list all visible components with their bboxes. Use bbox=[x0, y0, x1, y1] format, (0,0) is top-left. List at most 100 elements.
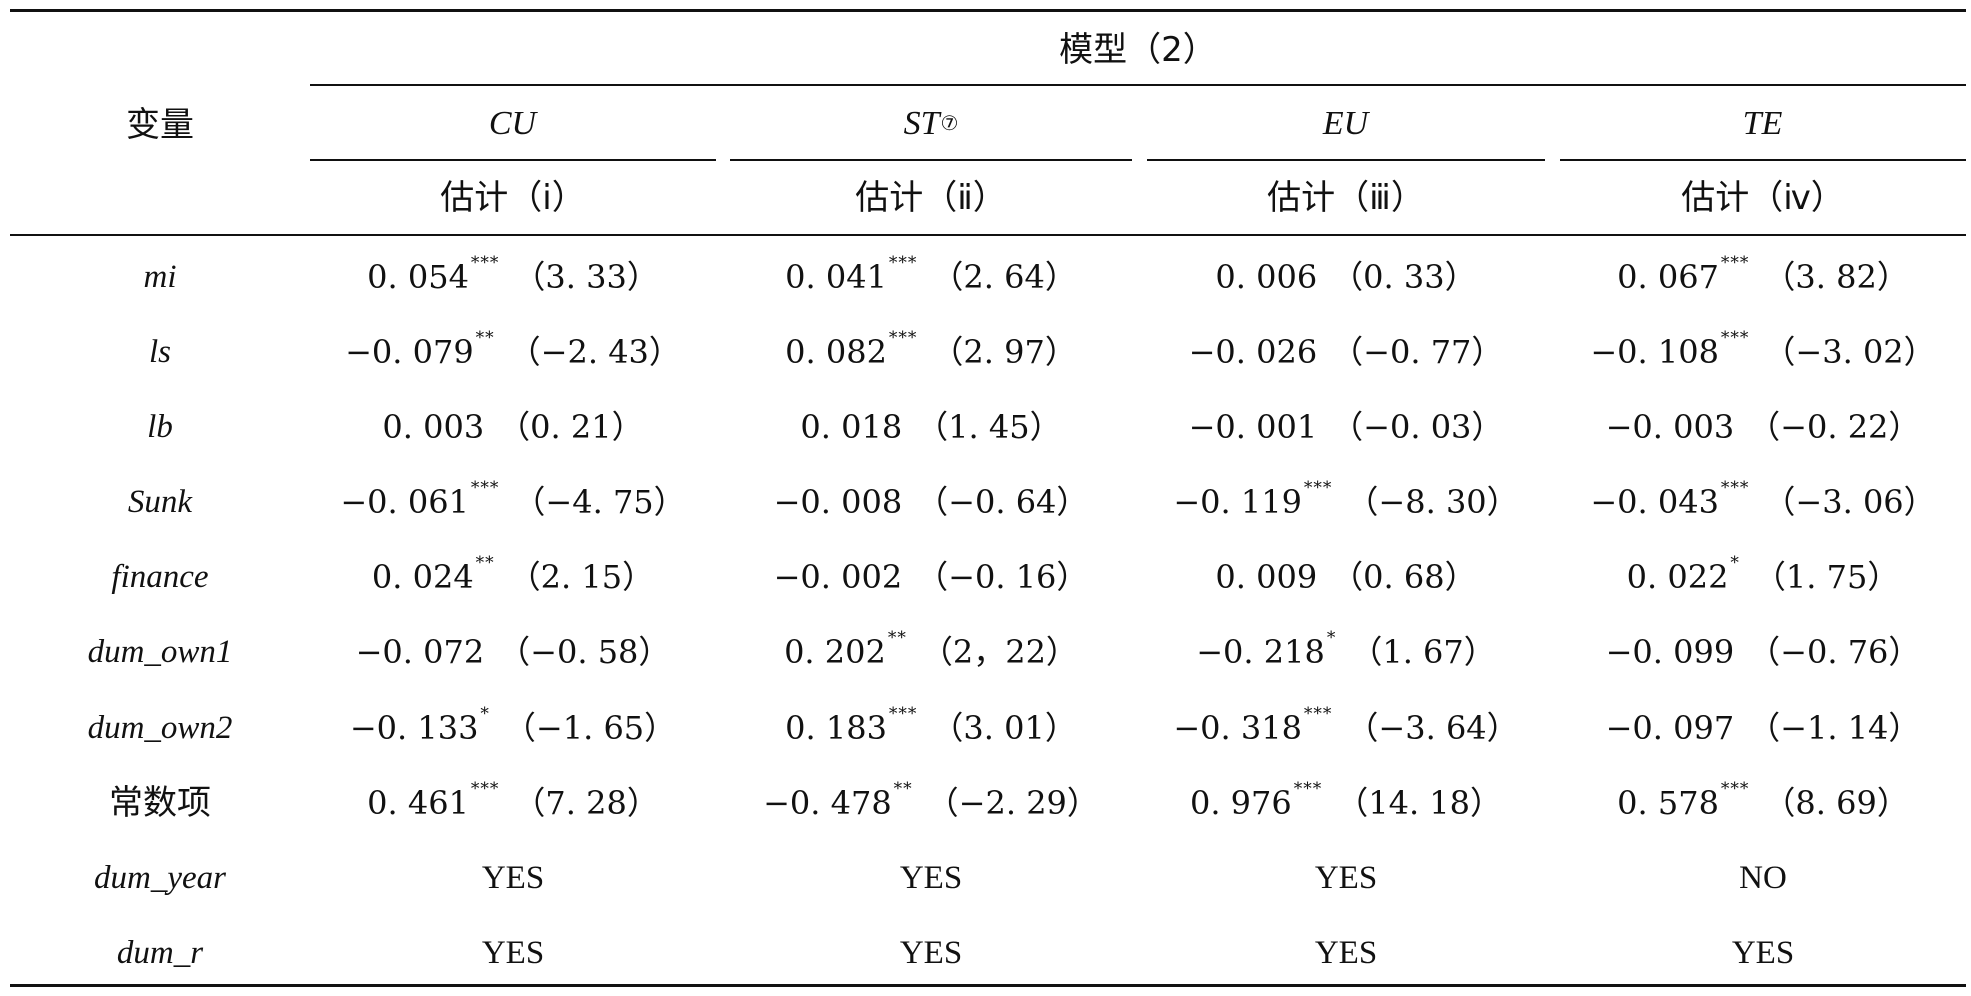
significance-stars: *** bbox=[888, 252, 918, 273]
significance-stars: *** bbox=[1720, 778, 1750, 799]
t-statistic: （−1. 14） bbox=[1748, 709, 1921, 747]
coefficient: −0. 108 bbox=[1590, 333, 1719, 371]
stub-header: 变量 bbox=[126, 105, 194, 145]
table-cell: 0. 003 （0. 21） bbox=[310, 405, 716, 449]
table-cell: −0. 003 （−0. 22） bbox=[1560, 405, 1966, 449]
significance-stars: ** bbox=[475, 327, 495, 348]
t-statistic: （−4. 75） bbox=[513, 483, 686, 521]
estimate-label-iii: 估计（ⅲ） bbox=[1267, 178, 1425, 218]
row-label: finance bbox=[111, 558, 209, 595]
t-statistic: （7. 28） bbox=[513, 784, 659, 822]
t-statistic: （−3. 64） bbox=[1346, 709, 1519, 747]
t-statistic: （−3. 06） bbox=[1763, 483, 1936, 521]
t-statistic: （1. 75） bbox=[1753, 558, 1900, 596]
coefficient: 0. 003 bbox=[382, 408, 485, 446]
row-label: Sunk bbox=[127, 483, 193, 520]
table-top-rule bbox=[10, 9, 1966, 12]
significance-stars: * bbox=[1326, 627, 1337, 648]
coefficient: −0. 218 bbox=[1196, 633, 1325, 671]
t-statistic: （−0. 76） bbox=[1748, 633, 1921, 671]
coefficient: −0. 008 bbox=[773, 483, 903, 521]
coefficient: 0. 009 bbox=[1215, 558, 1318, 596]
coefficient: −0. 133 bbox=[349, 709, 479, 747]
t-statistic: （0. 21） bbox=[498, 408, 644, 446]
model-rule bbox=[310, 84, 1966, 86]
coefficient: −0. 097 bbox=[1605, 709, 1735, 747]
table-cell: YES bbox=[481, 859, 545, 896]
significance-stars: * bbox=[480, 703, 490, 724]
t-statistic: （8. 69） bbox=[1763, 784, 1909, 822]
significance-stars: *** bbox=[1720, 477, 1750, 498]
t-statistic: （−1. 65） bbox=[503, 709, 677, 747]
significance-stars: *** bbox=[888, 703, 918, 724]
table-cell: NO bbox=[1739, 859, 1787, 896]
t-statistic: （2. 64） bbox=[931, 258, 1077, 296]
table-cell: −0. 108 *** （−3. 02） bbox=[1560, 327, 1966, 374]
significance-stars: *** bbox=[888, 327, 918, 348]
t-statistic: （14. 18） bbox=[1336, 784, 1503, 822]
t-statistic: （−0. 64） bbox=[916, 483, 1089, 521]
table-cell: YES bbox=[899, 859, 963, 896]
t-statistic: （−3. 02） bbox=[1763, 333, 1936, 371]
t-statistic: （0. 33） bbox=[1331, 258, 1477, 296]
significance-stars: *** bbox=[1720, 252, 1750, 273]
table-cell: YES bbox=[1314, 859, 1378, 896]
table-cell: 0. 067 *** （3. 82） bbox=[1560, 252, 1966, 299]
estimate-label-i: 估计（ⅰ） bbox=[440, 178, 586, 218]
significance-stars: ** bbox=[887, 627, 907, 648]
table-cell: −0. 097 （−1. 14） bbox=[1560, 706, 1966, 750]
t-statistic: （2. 15） bbox=[508, 558, 655, 596]
column-rule-eu bbox=[1147, 159, 1545, 161]
row-label: dum_year bbox=[94, 859, 226, 896]
coefficient: −0. 002 bbox=[773, 558, 903, 596]
column-header-st: ST ⑦ bbox=[903, 105, 959, 142]
table-cell: −0. 008 （−0. 64） bbox=[730, 480, 1132, 524]
significance-stars: *** bbox=[470, 778, 500, 799]
table-cell: 0. 018 （1. 45） bbox=[730, 405, 1132, 449]
column-header-te: TE bbox=[1742, 105, 1783, 142]
t-statistic: （1. 45） bbox=[916, 408, 1062, 446]
t-statistic: （2，22） bbox=[920, 633, 1078, 671]
column-rule-st bbox=[730, 159, 1132, 161]
table-cell: 0. 461 *** （7. 28） bbox=[310, 778, 716, 825]
row-label: dum_r bbox=[116, 934, 204, 971]
t-statistic: （−8. 30） bbox=[1346, 483, 1519, 521]
column-rule-te bbox=[1560, 159, 1966, 161]
table-cell: 0. 976 *** （14. 18） bbox=[1147, 780, 1545, 825]
t-statistic: （−2. 43） bbox=[508, 333, 681, 371]
coefficient: −0. 003 bbox=[1605, 408, 1735, 446]
table-cell: 0. 006 （0. 33） bbox=[1147, 255, 1545, 299]
coefficient: −0. 099 bbox=[1605, 633, 1735, 671]
table-cell: 0. 041 *** （2. 64） bbox=[730, 252, 1132, 299]
column-rule-cu bbox=[310, 159, 716, 161]
coefficient: −0. 043 bbox=[1590, 483, 1719, 521]
table-cell: −0. 001 （−0. 03） bbox=[1147, 405, 1545, 449]
table-cell: −0. 318 *** （−3. 64） bbox=[1147, 703, 1545, 750]
table-cell: −0. 079 ** （−2. 43） bbox=[310, 327, 716, 374]
t-statistic: （−0. 58） bbox=[498, 633, 671, 671]
table-cell: 0. 578 *** （8. 69） bbox=[1560, 778, 1966, 825]
row-label: dum_own1 bbox=[87, 633, 233, 670]
estimate-label-iv: 估计（ⅳ） bbox=[1681, 178, 1845, 218]
row-label: ls bbox=[148, 333, 171, 370]
row-label: dum_own2 bbox=[87, 709, 233, 746]
coefficient: 0. 183 bbox=[785, 709, 887, 747]
table-cell: −0. 119 *** （−8. 30） bbox=[1147, 479, 1545, 524]
table-cell: 0. 054 *** （3. 33） bbox=[310, 254, 716, 299]
table-cell: 0. 022 * （1. 75） bbox=[1560, 554, 1966, 599]
significance-stars: *** bbox=[1303, 703, 1333, 724]
table-cell: YES bbox=[1731, 934, 1795, 971]
coefficient: −0. 001 bbox=[1188, 408, 1318, 446]
t-statistic: （0. 68） bbox=[1331, 558, 1477, 596]
coefficient: 0. 041 bbox=[785, 258, 887, 296]
significance-stars: *** bbox=[470, 477, 500, 498]
table-cell: −0. 218 * （1. 67） bbox=[1147, 627, 1545, 674]
coefficient: 0. 022 bbox=[1626, 558, 1729, 596]
t-statistic: （−0. 16） bbox=[916, 558, 1089, 596]
model-title: 模型（2） bbox=[1059, 30, 1217, 70]
t-statistic: （2. 97） bbox=[931, 333, 1077, 371]
significance-stars: *** bbox=[1720, 327, 1750, 348]
coefficient: −0. 079 bbox=[345, 333, 474, 371]
table-bottom-rule bbox=[10, 984, 1966, 987]
